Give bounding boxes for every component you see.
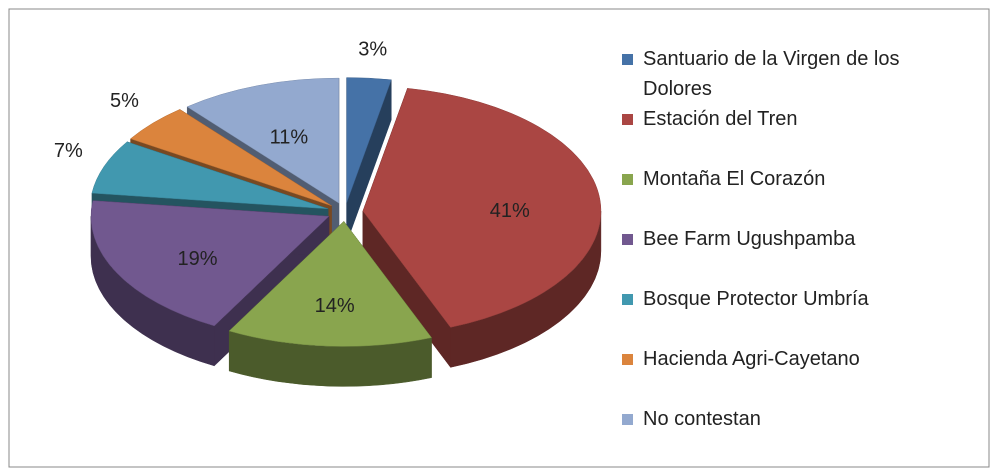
legend-item: Estación del Tren [622,104,952,134]
legend-label: Estación del Tren [643,108,798,130]
slice [228,221,432,347]
data-label: 7% [54,140,83,162]
legend-label: Hacienda Agri-Cayetano [643,348,860,370]
legend-item: No contestan [622,404,952,434]
legend-label: Montaña El Corazón [643,168,826,190]
data-label: 5% [110,90,139,112]
legend-swatch [622,114,633,125]
legend-swatch [622,174,633,185]
legend-swatch [622,414,633,425]
data-label: 41% [490,200,530,222]
legend-label: No contestan [643,408,761,430]
legend-label: Bee Farm Ugushpamba [643,228,856,250]
slice [186,77,340,204]
data-label: 14% [315,295,355,317]
data-label: 19% [177,248,217,270]
slice [130,109,332,206]
legend-swatch [622,294,633,305]
legend-item: Hacienda Agri-Cayetano [622,344,952,374]
legend-swatch [622,54,633,65]
legend-item: Montaña El Corazón [622,164,952,194]
legend-item: Bee Farm Ugushpamba [622,224,952,254]
data-label: 11% [270,126,309,148]
legend-item: Bosque Protector Umbría [622,284,952,314]
legend-swatch [622,234,633,245]
slice [362,88,602,328]
legend-item: Santuario de la Virgen de los Dolores [622,44,952,104]
data-label: 3% [358,39,387,61]
slice [346,77,392,203]
slice [90,200,330,327]
slice [91,141,329,210]
legend-swatch [622,354,633,365]
legend-label: Santuario de la Virgen de los Dolores [643,48,900,100]
legend-label: Bosque Protector Umbría [643,288,869,310]
